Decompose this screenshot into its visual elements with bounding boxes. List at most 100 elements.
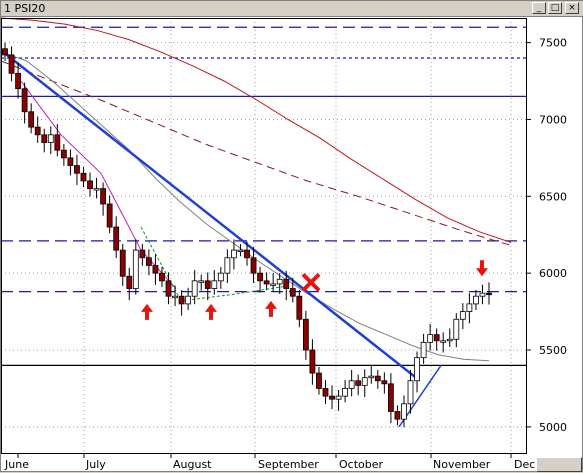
candle-body — [479, 292, 486, 297]
candle-body — [152, 265, 159, 274]
plot-frame — [1, 18, 527, 454]
y-tick-label: 7500 — [539, 37, 567, 50]
candle-body — [257, 272, 263, 282]
candle-body — [172, 295, 178, 299]
breakout-x-icon — [301, 272, 321, 292]
candle-body — [93, 188, 100, 191]
candle-body — [15, 72, 21, 90]
up-arrow-icon — [205, 303, 217, 320]
candle-body — [427, 334, 434, 343]
candle-body — [178, 295, 185, 305]
candle-body — [145, 257, 152, 266]
moving-average-line — [1, 51, 490, 362]
candle-body — [126, 275, 133, 289]
candle-body — [80, 172, 87, 182]
x-tick-label: Dec — [514, 458, 535, 471]
candle-body — [466, 303, 473, 312]
up-arrow-icon — [265, 300, 277, 317]
candle-body — [387, 383, 394, 412]
candle-body — [119, 249, 126, 277]
x-tick-label: September — [258, 458, 319, 471]
candle-body — [41, 134, 48, 143]
window-titlebar: 1 PSI20 _ □ × — [1, 1, 583, 17]
candle-body — [100, 188, 107, 205]
candle-body — [414, 357, 420, 382]
green-support-line — [140, 226, 292, 302]
minimize-button[interactable]: _ — [532, 2, 546, 14]
candle-body — [159, 272, 165, 282]
candle-body — [217, 272, 224, 282]
candle-body — [2, 48, 8, 56]
candle-body — [394, 411, 401, 420]
candle-body — [185, 295, 192, 305]
candle-body — [420, 341, 427, 359]
candle-body — [47, 134, 54, 143]
candle-body — [322, 388, 329, 397]
candle-body — [224, 257, 231, 274]
candle-body — [316, 372, 322, 389]
candle-body — [296, 295, 303, 320]
candle-body — [342, 388, 349, 397]
candle-body — [87, 180, 93, 190]
y-tick-label: 7000 — [539, 113, 567, 126]
candle-body — [283, 278, 290, 289]
candle-body — [8, 54, 15, 74]
candle-body — [309, 349, 316, 374]
chart-title: 1 PSI20 — [4, 2, 46, 15]
x-tick-label: July — [85, 458, 106, 471]
candle-body — [244, 249, 250, 259]
candle-body — [60, 149, 67, 159]
horizontal-scroll-thumb[interactable] — [536, 457, 582, 472]
candle-body — [204, 280, 211, 289]
candle-body — [433, 334, 440, 342]
candle-body — [453, 318, 460, 340]
y-tick-label: 5500 — [539, 344, 567, 357]
candle-body — [289, 288, 296, 297]
maximize-button[interactable]: □ — [548, 2, 562, 14]
y-tick-label: 6000 — [539, 267, 567, 280]
trendline — [1, 49, 417, 379]
candle-body — [374, 375, 381, 382]
candle-body — [361, 377, 368, 386]
candle-body — [28, 111, 35, 128]
candle-body — [440, 340, 447, 343]
candle-body — [250, 257, 257, 274]
moving-average-line — [1, 17, 512, 243]
candle-body — [132, 249, 139, 289]
candle-body — [459, 311, 466, 320]
candle-body — [191, 280, 198, 297]
candle-body — [329, 395, 335, 400]
x-tick-label: November — [433, 458, 491, 471]
down-arrow-icon — [476, 260, 488, 277]
candle-body — [113, 226, 120, 251]
close-button[interactable]: × — [565, 2, 579, 14]
y-tick-label: 5000 — [539, 421, 567, 434]
candle-body — [34, 126, 41, 136]
candle-body — [198, 280, 205, 283]
candle-body — [231, 249, 237, 259]
candle-body — [368, 375, 375, 379]
candle-body — [21, 88, 28, 113]
candle-body — [139, 249, 146, 259]
candle-body — [165, 280, 172, 297]
candle-body — [211, 280, 218, 289]
candle-body — [381, 380, 388, 385]
candle-body — [446, 338, 453, 342]
x-tick-label: June — [4, 458, 29, 471]
candle-body — [106, 203, 113, 228]
candle-body — [407, 380, 414, 405]
candle-body — [401, 403, 407, 420]
candle-body — [74, 165, 80, 174]
x-tick-label: August — [173, 458, 212, 471]
candle-body — [270, 283, 277, 286]
up-arrow-icon — [141, 303, 153, 320]
x-tick-label: October — [339, 458, 383, 471]
candle-body — [473, 295, 479, 305]
magenta-trendline — [20, 80, 177, 289]
candle-body — [302, 318, 309, 351]
candle-body — [54, 134, 61, 151]
candle-body — [355, 380, 362, 386]
candle-body — [335, 395, 342, 400]
candle-body — [486, 292, 492, 296]
